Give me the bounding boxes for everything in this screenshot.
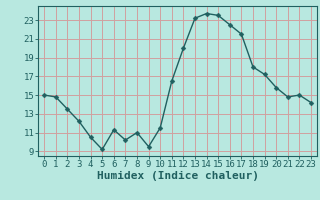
X-axis label: Humidex (Indice chaleur): Humidex (Indice chaleur) bbox=[97, 171, 259, 181]
